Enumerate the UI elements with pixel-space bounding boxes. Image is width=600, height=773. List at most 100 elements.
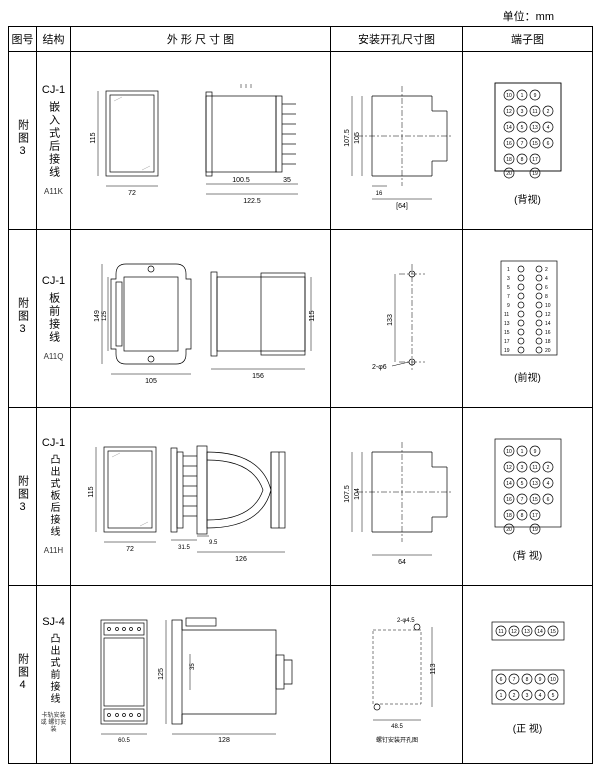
svg-text:64: 64 <box>398 559 406 566</box>
row-2: 附图3 CJ-1 板前接线 A11Q 149 <box>9 230 593 408</box>
svg-text:19: 19 <box>532 171 538 177</box>
svg-text:5: 5 <box>520 125 523 131</box>
svg-text:13: 13 <box>504 321 510 327</box>
svg-text:2: 2 <box>546 109 549 115</box>
outline-2: 149 125 105 115 156 <box>71 230 331 408</box>
mount-drawing-3: 107.5 104 64 <box>337 427 457 567</box>
mount-drawing-1: 107.5 105 16 [64] <box>337 71 457 211</box>
svg-text:3: 3 <box>525 693 528 699</box>
svg-text:10: 10 <box>550 677 556 683</box>
svg-text:72: 72 <box>128 190 136 197</box>
term-drawing-3: 10 1 9 12 3 11 2 14 5 13 4 16 7 15 6 18 <box>483 431 573 541</box>
header-row: 图号 结构 外 形 尺 寸 图 安装开孔尺寸图 端子图 <box>9 27 593 52</box>
svg-text:6: 6 <box>545 285 548 291</box>
svg-text:7: 7 <box>520 497 523 503</box>
svg-text:16: 16 <box>375 191 382 197</box>
mount-drawing-4: 2-φ4.5 113 48.5 螺钉安装开孔图 <box>337 602 457 747</box>
svg-text:156: 156 <box>252 373 264 380</box>
svg-text:螺钉安装开孔图: 螺钉安装开孔图 <box>375 736 417 744</box>
svg-text:15: 15 <box>504 330 510 336</box>
svg-text:128: 128 <box>218 737 230 744</box>
term-2: 1 2 3 4 5 6 7 8 9 10 11 12 13 14 <box>463 230 593 408</box>
svg-text:115: 115 <box>90 132 97 143</box>
figno-1: 附图3 <box>9 52 37 230</box>
figno-2: 附图3 <box>9 230 37 408</box>
row-1: 附图3 CJ-1 嵌入式后接线 A11K 115 72 <box>9 52 593 230</box>
term-drawing-2: 1 2 3 4 5 6 7 8 9 10 11 12 13 14 <box>483 253 573 363</box>
svg-text:3: 3 <box>507 276 510 282</box>
mount-1: 107.5 105 16 [64] <box>331 52 463 230</box>
outline-drawing-3: 115 72 <box>76 422 326 572</box>
outline-drawing-2: 149 125 105 115 156 <box>76 244 326 394</box>
svg-text:1: 1 <box>499 693 502 699</box>
struct-2: CJ-1 板前接线 A11Q <box>37 230 71 408</box>
outline-3: 115 72 <box>71 408 331 586</box>
svg-text:100.5: 100.5 <box>232 177 250 184</box>
svg-text:107.5: 107.5 <box>344 129 351 147</box>
svg-text:115: 115 <box>88 486 95 497</box>
svg-text:8: 8 <box>520 513 523 519</box>
term-3: 10 1 9 12 3 11 2 14 5 13 4 16 7 15 6 18 <box>463 408 593 586</box>
svg-text:2-φ6: 2-φ6 <box>372 364 387 371</box>
svg-text:19: 19 <box>532 527 538 533</box>
svg-text:12: 12 <box>506 109 512 115</box>
figno-3: 附图3 <box>9 408 37 586</box>
svg-text:11: 11 <box>532 109 537 115</box>
header-struct: 结构 <box>37 27 71 52</box>
header-outline: 外 形 尺 寸 图 <box>71 27 331 52</box>
svg-text:107.5: 107.5 <box>344 485 351 503</box>
outline-4: 60.5 125 35 128 <box>71 586 331 764</box>
term-drawing-4: 11 12 13 14 15 6 7 8 9 10 1 2 3 4 <box>478 614 578 714</box>
svg-text:3: 3 <box>520 465 523 471</box>
mount-drawing-2: 133 2-φ6 <box>337 254 457 384</box>
svg-text:16: 16 <box>506 497 512 503</box>
svg-text:17: 17 <box>532 513 538 519</box>
struct-3: CJ-1 凸出式板后接线 A11H <box>37 408 71 586</box>
outline-drawing-1: 115 72 <box>76 66 326 216</box>
svg-text:60.5: 60.5 <box>118 738 130 744</box>
svg-text:14: 14 <box>506 125 512 131</box>
svg-text:18: 18 <box>545 339 551 345</box>
svg-text:6: 6 <box>499 677 502 683</box>
svg-text:15: 15 <box>532 497 538 503</box>
svg-text:122.5: 122.5 <box>243 198 261 205</box>
svg-text:4: 4 <box>546 125 549 131</box>
svg-text:11: 11 <box>504 312 509 318</box>
svg-text:16: 16 <box>506 141 512 147</box>
svg-text:9: 9 <box>507 303 510 309</box>
svg-text:4: 4 <box>538 693 541 699</box>
svg-text:31.5: 31.5 <box>178 545 190 551</box>
svg-text:1: 1 <box>520 449 523 455</box>
svg-text:48.5: 48.5 <box>391 724 403 730</box>
row-4: 附图4 SJ-4 凸出式前接线 卡轨安装 或 螺钉安装 <box>9 586 593 764</box>
svg-text:11: 11 <box>532 465 537 471</box>
outline-1: 115 72 <box>71 52 331 230</box>
unit-label: 单位：mm <box>8 8 592 24</box>
struct-4: SJ-4 凸出式前接线 卡轨安装 或 螺钉安装 <box>37 586 71 764</box>
svg-text:5: 5 <box>507 285 510 291</box>
svg-text:6: 6 <box>546 497 549 503</box>
svg-text:20: 20 <box>545 348 551 354</box>
svg-text:20: 20 <box>506 527 512 533</box>
svg-text:10: 10 <box>506 93 512 99</box>
svg-text:8: 8 <box>520 157 523 163</box>
svg-text:113: 113 <box>430 663 437 674</box>
svg-text:133: 133 <box>387 314 394 326</box>
svg-text:10: 10 <box>506 449 512 455</box>
svg-text:3: 3 <box>520 109 523 115</box>
svg-text:2: 2 <box>512 693 515 699</box>
svg-text:9: 9 <box>533 93 536 99</box>
svg-text:[64]: [64] <box>396 203 408 210</box>
svg-text:15: 15 <box>550 629 556 635</box>
svg-text:18: 18 <box>506 513 512 519</box>
svg-text:2: 2 <box>546 465 549 471</box>
svg-text:12: 12 <box>545 312 551 318</box>
term-1: 10 1 9 12 3 11 2 14 5 13 4 16 7 15 6 18 <box>463 52 593 230</box>
svg-text:20: 20 <box>506 171 512 177</box>
svg-text:8: 8 <box>545 294 548 300</box>
svg-text:115: 115 <box>309 310 316 321</box>
svg-text:105: 105 <box>354 132 361 144</box>
svg-text:126: 126 <box>235 556 247 563</box>
svg-text:4: 4 <box>546 481 549 487</box>
svg-text:6: 6 <box>546 141 549 147</box>
